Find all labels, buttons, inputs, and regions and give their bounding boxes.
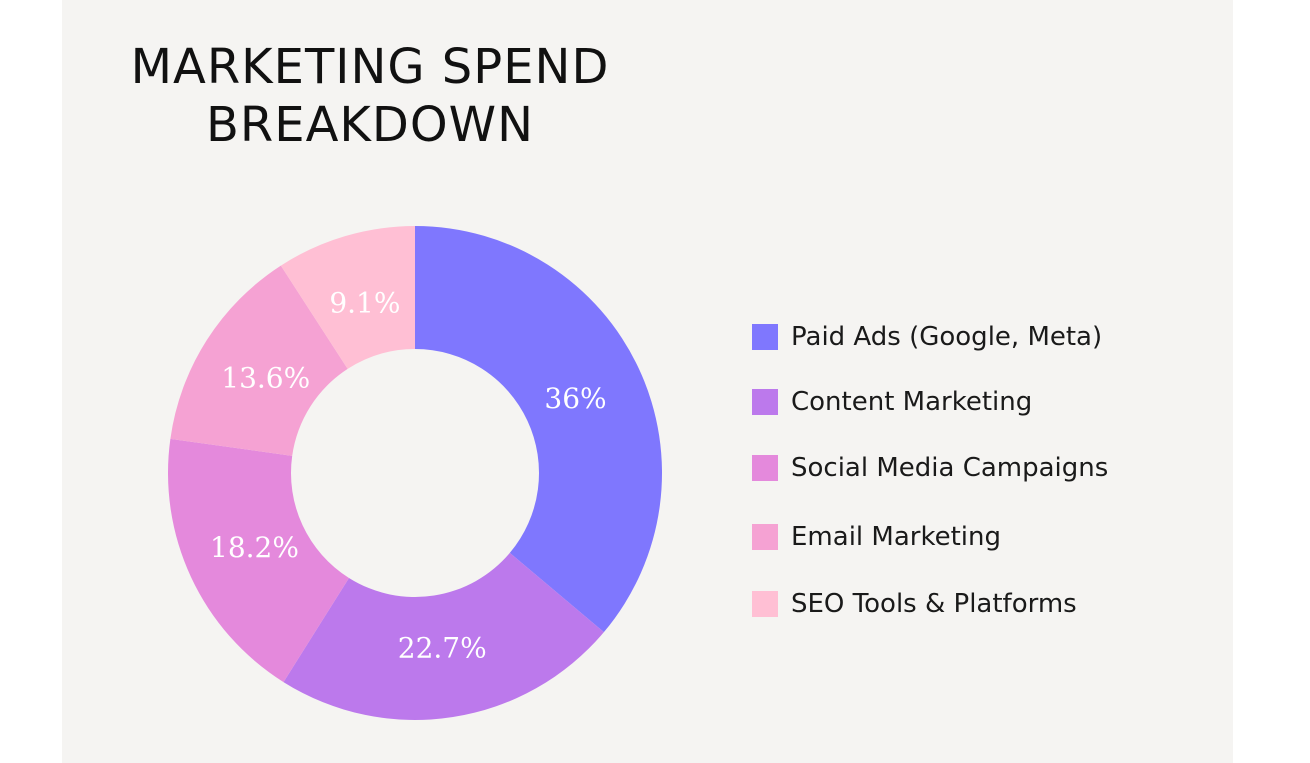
legend-label: SEO Tools & Platforms xyxy=(791,589,1077,619)
legend-label: Social Media Campaigns xyxy=(791,453,1109,483)
legend-swatch xyxy=(752,455,778,481)
legend-item-social-media-campaigns: Social Media Campaigns xyxy=(752,449,1172,489)
chart-title: MARKETING SPEND BREAKDOWN xyxy=(110,38,630,154)
donut-slice-social-media-campaigns xyxy=(167,438,349,683)
legend-item-seo-tools-platforms: SEO Tools & Platforms xyxy=(752,585,1172,625)
legend-label: Email Marketing xyxy=(791,522,1001,552)
legend-swatch xyxy=(752,591,778,617)
slice-label-email-marketing: 13.6% xyxy=(221,361,310,394)
legend-swatch xyxy=(752,389,778,415)
legend-item-content-marketing: Content Marketing xyxy=(752,383,1172,423)
donut-slice-seo-tools-platforms xyxy=(280,226,415,369)
legend-swatch xyxy=(752,524,778,550)
legend-label: Paid Ads (Google, Meta) xyxy=(791,322,1103,352)
donut-slice-labels: 36% 22.7% 18.2% 13.6% 9.1% xyxy=(210,287,607,665)
legend-label: Content Marketing xyxy=(791,387,1033,417)
chart-title-line-2: BREAKDOWN xyxy=(205,97,535,153)
slice-label-seo-tools-platforms: 9.1% xyxy=(329,287,400,320)
donut-slice-paid-ads-google-meta xyxy=(415,226,663,633)
donut-slice-email-marketing xyxy=(170,265,348,456)
donut-slices xyxy=(167,226,663,721)
slice-label-paid-ads-google-meta: 36% xyxy=(544,382,606,415)
slice-label-social-media-campaigns: 18.2% xyxy=(210,531,299,564)
donut-slice-content-marketing xyxy=(283,552,604,721)
slice-label-content-marketing: 22.7% xyxy=(398,631,487,664)
legend-swatch xyxy=(752,324,778,350)
chart-title-line-1: MARKETING SPEND xyxy=(130,39,610,95)
legend-item-email-marketing: Email Marketing xyxy=(752,518,1172,558)
legend-item-paid-ads-google-meta: Paid Ads (Google, Meta) xyxy=(752,318,1172,358)
